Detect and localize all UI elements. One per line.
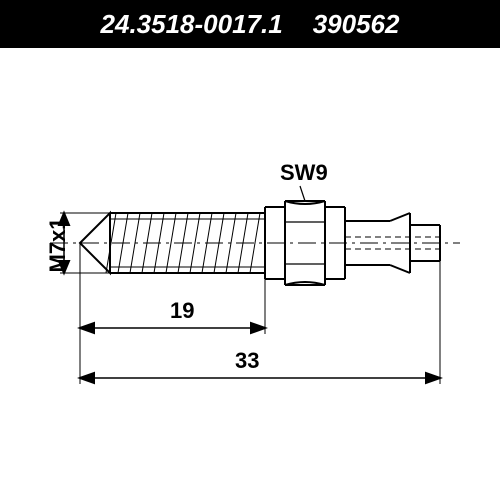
thread-label: M7x1 — [45, 215, 71, 275]
part-number: 24.3518-0017.1 — [101, 9, 283, 40]
wrench-size-label: SW9 — [280, 160, 328, 186]
dim-total-label: 33 — [235, 348, 259, 374]
dim-shaft-label: 19 — [170, 298, 194, 324]
part-code: 390562 — [313, 9, 400, 40]
drawing-canvas — [0, 48, 500, 500]
